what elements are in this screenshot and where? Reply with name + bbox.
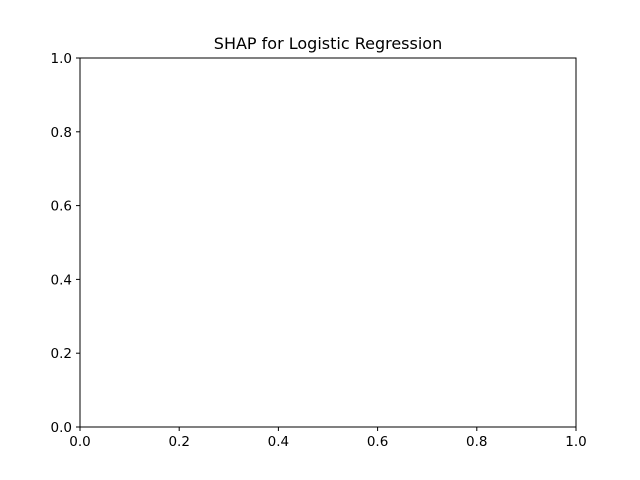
y-axis: 0.0 0.2 0.4 0.6 0.8 1.0 <box>51 51 80 436</box>
y-tick-label: 0.2 <box>51 346 72 362</box>
x-tick-label: 0.4 <box>268 434 289 450</box>
x-tick-label: 0.0 <box>69 434 90 450</box>
y-tick-label: 0.4 <box>51 272 72 288</box>
x-tick-label: 1.0 <box>565 434 586 450</box>
y-tick-label: 0.8 <box>51 125 72 141</box>
y-tick-label: 1.0 <box>51 51 72 67</box>
y-tick-label: 0.6 <box>51 199 72 215</box>
x-tick-label: 0.6 <box>367 434 388 450</box>
x-tick-label: 0.8 <box>466 434 487 450</box>
y-tick-label: 0.0 <box>51 420 72 436</box>
plot-area <box>79 57 577 428</box>
x-tick-label: 0.2 <box>168 434 189 450</box>
chart-title: SHAP for Logistic Regression <box>214 34 442 53</box>
x-axis: 0.0 0.2 0.4 0.6 0.8 1.0 <box>69 427 587 450</box>
